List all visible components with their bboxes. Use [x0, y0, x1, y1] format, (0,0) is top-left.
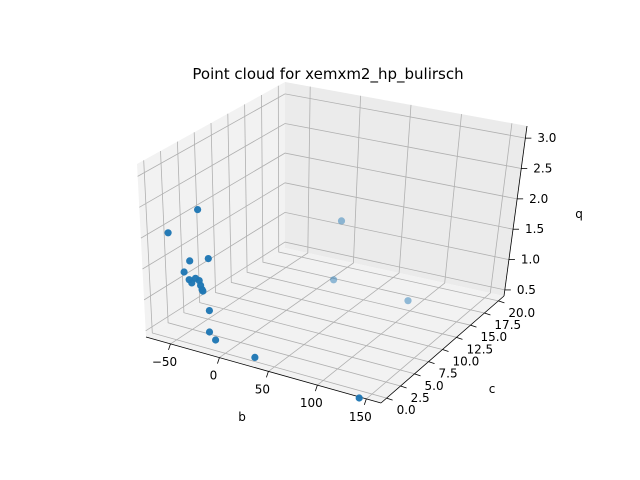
tick-mark-y [484, 312, 491, 316]
data-point [251, 353, 259, 361]
x-axis-line [145, 336, 382, 404]
tick-label-x: −50 [152, 355, 177, 369]
data-point [199, 287, 207, 295]
tick-mark-y [400, 385, 407, 389]
grid-line-y [244, 104, 471, 326]
tick-label-x: 0 [210, 369, 218, 383]
tick-label-x: 100 [300, 396, 323, 410]
data-point [355, 394, 363, 402]
tick-mark-y [414, 373, 421, 377]
back-pane [285, 82, 527, 296]
data-point [205, 328, 214, 336]
tick-mark-x [266, 371, 269, 378]
grid-line-y [193, 132, 429, 363]
data-point [164, 229, 172, 237]
x-axis-label: b [238, 410, 246, 424]
tick-mark-y [470, 324, 477, 328]
grid-line-y [277, 85, 499, 302]
scatter-points [164, 206, 412, 402]
grid-line-x [366, 123, 513, 400]
grid-line-x [219, 95, 361, 358]
grid-line-y [261, 94, 485, 314]
grid-line-z [137, 93, 526, 177]
tick-label-y: 12.5 [466, 342, 493, 356]
z-axis-line [503, 125, 528, 297]
grid-line-z [145, 241, 505, 332]
tick-label-y: 15.0 [480, 330, 507, 344]
grid-line-y [143, 160, 387, 399]
tick-label-y: 10.0 [453, 355, 480, 369]
data-point [194, 206, 202, 214]
tick-label-y: 17.5 [494, 318, 521, 332]
tick-label-z: 3.0 [537, 131, 556, 145]
data-point [205, 307, 213, 315]
data-point [404, 297, 412, 305]
data-point [337, 217, 346, 225]
tick-mark-x [168, 343, 171, 351]
tick-label-y: 20.0 [508, 306, 535, 320]
data-point [186, 257, 194, 265]
grid-line-z [142, 182, 514, 270]
tick-label-z: 1.5 [525, 222, 544, 236]
grid-line-y [227, 113, 457, 338]
grid-lines [137, 85, 526, 400]
tick-label-x: 150 [349, 410, 372, 424]
tick-mark-y [386, 397, 393, 401]
grid-line-x [317, 114, 462, 386]
grid-line-y [160, 150, 401, 387]
tick-mark-y [456, 336, 463, 340]
tick-label-z: 2.0 [529, 192, 548, 206]
tick-label-y: 5.0 [425, 379, 444, 393]
data-point [180, 268, 188, 276]
tick-mark-y [442, 349, 449, 352]
tick-label-z: 2.5 [533, 162, 552, 176]
grid-line-y [177, 141, 415, 375]
floor-pane [146, 248, 504, 403]
tick-label-y: 0.0 [397, 403, 416, 417]
grid-line-x [268, 104, 412, 372]
tick-label-z: 0.5 [517, 283, 536, 297]
grid-line-x [170, 86, 311, 345]
tick-label-x: 50 [255, 382, 270, 396]
z-axis-label: q [575, 207, 583, 221]
grid-line-y [210, 122, 443, 350]
chart-title: Point cloud for xemxm2_hp_bulirsch [192, 65, 463, 84]
tick-mark-y [428, 361, 435, 365]
left-pane [137, 82, 285, 337]
tick-mark-x [314, 384, 318, 392]
tick-label-z: 1.0 [521, 253, 540, 267]
tick-label-y: 7.5 [439, 367, 458, 381]
grid-line-z [139, 123, 522, 208]
axis-panes [137, 82, 527, 403]
tick-mark-x [363, 398, 367, 406]
grid-line-z [140, 152, 518, 239]
data-point [204, 255, 212, 263]
data-point [330, 276, 338, 284]
y-axis-label: c [489, 382, 496, 396]
tick-mark-y [498, 300, 505, 304]
grid-line-z [143, 211, 509, 301]
tick-marks [168, 137, 532, 406]
tick-label-y: 2.5 [411, 391, 430, 405]
tick-mark-x [217, 357, 220, 364]
data-point [212, 336, 220, 344]
